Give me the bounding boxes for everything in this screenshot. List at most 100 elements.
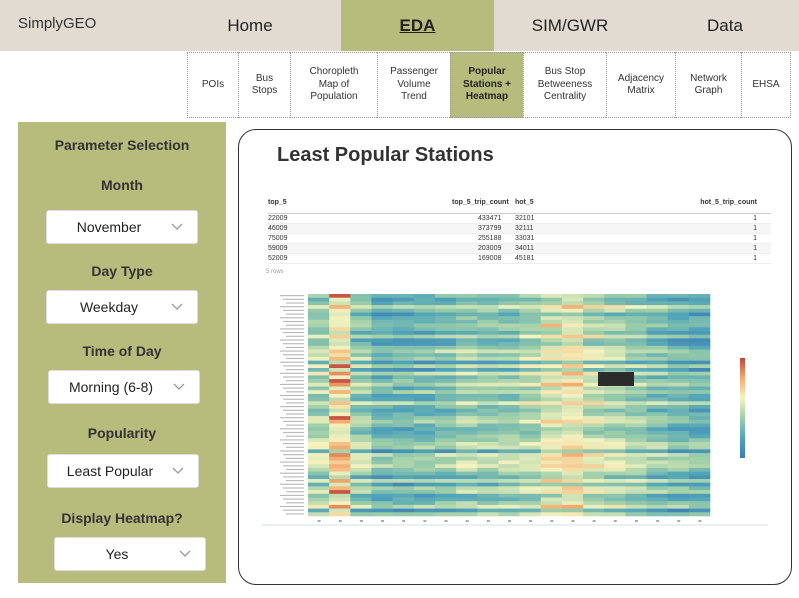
heatmap-cell [456, 312, 478, 317]
heatmap-cell [456, 393, 478, 398]
heatmap-cell [413, 442, 436, 446]
heatmap-cell [667, 449, 690, 454]
heatmap-cell [604, 449, 626, 454]
heatmap-cell [498, 482, 520, 487]
heatmap-cell [625, 408, 647, 413]
heatmap-cell [646, 471, 668, 476]
heatmap-cell [371, 442, 393, 446]
heatmap-cell [498, 345, 520, 350]
heatmap-cell [456, 430, 478, 435]
heatmap-cell [583, 360, 605, 365]
tab-passenger-volume[interactable]: Passenger Volume Trend [377, 52, 450, 118]
heatmap-cell [561, 408, 584, 413]
nav-home[interactable]: Home [227, 15, 273, 35]
heatmap-cell [646, 430, 668, 435]
heatmap-cell [308, 338, 330, 343]
tab-bus-stops[interactable]: Bus Stops [238, 52, 290, 118]
heatmap-cell [477, 438, 499, 443]
heatmap-cell [625, 453, 647, 458]
heatmap-cell [646, 312, 668, 317]
heatmap-cell [371, 371, 393, 376]
heatmap-cell [646, 456, 668, 461]
tab-choropleth[interactable]: Choropleth Map of Population [290, 52, 377, 118]
heatmap-cell [498, 430, 520, 435]
tab-pois[interactable]: POIs [187, 52, 238, 118]
heatmap-cell [498, 493, 520, 498]
heatmap-cell [646, 353, 668, 358]
heatmap-cell [519, 464, 542, 469]
month-select[interactable]: November [46, 210, 198, 244]
nav-sim-gwr[interactable]: SIM/GWR [531, 15, 609, 35]
heatmap-cell [625, 423, 647, 428]
heatmap-cell [329, 397, 351, 402]
heatmap-cell [350, 353, 372, 358]
y-tick-mark [286, 357, 304, 360]
heatmap-cell [498, 490, 520, 495]
heatmap-cell [561, 490, 584, 495]
y-tick-mark [286, 369, 304, 371]
heatmap-cell [308, 504, 330, 509]
heatmap-cell [604, 467, 626, 472]
nav-eda[interactable]: EDA [341, 0, 494, 51]
y-tick-mark [280, 483, 304, 485]
heatmap-cell [583, 327, 605, 332]
heatmap-cell [329, 386, 351, 391]
y-tick-mark [283, 376, 304, 378]
heatmap-cell [498, 445, 520, 450]
tab-betweeness[interactable]: Bus Stop Betweeness Centrality [523, 52, 606, 118]
heatmap-cell [371, 331, 393, 335]
heatmap-cell [456, 460, 478, 465]
heatmap-cell [625, 297, 647, 302]
heatmap-cell [646, 453, 668, 458]
popularity-select[interactable]: Least Popular [47, 454, 199, 488]
heatmap-cell [371, 456, 393, 461]
heatmap-cell [646, 508, 668, 513]
heatmap-cell [434, 449, 457, 454]
heatmap-cell [477, 349, 499, 354]
heatmap-cell [519, 453, 542, 458]
heatmap-cell [329, 294, 351, 298]
heatmap-cell [434, 508, 457, 513]
heatmap-select[interactable]: Yes [54, 537, 206, 571]
heatmap-chart[interactable] [262, 290, 772, 530]
time-select[interactable]: Morning (6-8) [48, 370, 200, 404]
heatmap-cell [688, 353, 711, 358]
heatmap-cell [392, 327, 415, 332]
heatmap-cell [329, 504, 351, 509]
table-row: 75009 255188 33031 1 [268, 234, 771, 244]
heatmap-cell [350, 305, 372, 310]
heatmap-cell [456, 356, 478, 361]
heatmap-cell [477, 393, 499, 398]
heatmap-cell [413, 471, 436, 476]
heatmap-cell [456, 419, 478, 424]
tab-network-graph[interactable]: Network Graph [675, 52, 741, 118]
heatmap-cell [583, 345, 605, 350]
nav-data[interactable]: Data [707, 15, 743, 35]
heatmap-cell [350, 393, 372, 398]
daytype-select[interactable]: Weekday [46, 290, 198, 324]
heatmap-cell [308, 319, 330, 324]
tab-ehsa[interactable]: EHSA [741, 52, 791, 118]
brand-name[interactable]: SimplyGEO [18, 15, 97, 32]
heatmap-cell [604, 479, 626, 483]
heatmap-cell [308, 464, 330, 469]
heatmap-cell [456, 297, 478, 302]
heatmap-cell [350, 294, 372, 298]
heatmap-cell [371, 401, 393, 406]
heatmap-cell [308, 386, 330, 391]
heatmap-cell [392, 349, 415, 354]
tab-adjacency[interactable]: Adjacency Matrix [606, 52, 675, 118]
heatmap-cell [561, 297, 584, 302]
heatmap-cell [413, 386, 436, 391]
heatmap-cell [561, 382, 584, 387]
tab-label: EHSA [752, 78, 780, 90]
heatmap-cell [583, 382, 605, 387]
heatmap-cell [350, 449, 372, 454]
heatmap-cell [583, 323, 605, 328]
heatmap-cell [392, 497, 415, 502]
heatmap-cell [561, 453, 584, 458]
heatmap-cell [329, 497, 351, 502]
tab-popular-stations[interactable]: Popular Stations + Heatmap [450, 52, 523, 118]
heatmap-cell [583, 308, 605, 313]
heatmap-cell [561, 460, 584, 465]
